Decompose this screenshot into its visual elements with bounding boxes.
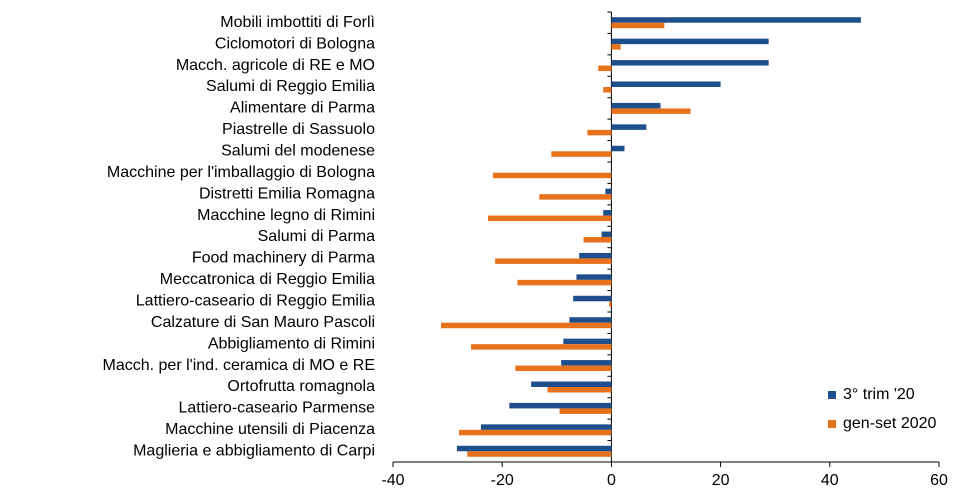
x-tick-label: 20 <box>712 472 730 489</box>
bar <box>561 360 612 366</box>
y-tick-label: Macchine per l'imballaggio di Bologna <box>107 164 375 181</box>
bar <box>611 124 647 130</box>
x-tick-label: 40 <box>821 472 839 489</box>
bar <box>587 129 612 136</box>
bar <box>609 301 612 307</box>
y-tick-label: Distretti Emilia Romagna <box>199 185 375 202</box>
bar <box>569 317 612 323</box>
bar <box>611 108 691 114</box>
x-tick-label: -20 <box>491 472 514 489</box>
y-tick-label: Ciclomotori di Bologna <box>215 35 375 52</box>
bar <box>495 258 612 264</box>
bar <box>611 44 621 50</box>
bar <box>471 344 612 350</box>
bar <box>603 87 612 93</box>
y-tick-label: Calzature di San Mauro Pascoli <box>151 314 375 331</box>
legend-swatch <box>828 391 836 399</box>
x-tick-label: -40 <box>381 472 404 489</box>
bar <box>539 194 612 200</box>
y-tick-label: Salumi di Parma <box>258 228 375 245</box>
bar <box>573 295 612 302</box>
y-tick-label: Macch. agricole di RE e MO <box>176 57 375 74</box>
bar <box>576 274 612 280</box>
y-tick-label: Salumi del modenese <box>221 143 375 160</box>
bar <box>579 252 612 259</box>
bar <box>559 408 612 414</box>
bar <box>611 102 661 109</box>
y-tick-label: Food machinery di Parma <box>192 250 375 267</box>
legend-label: gen-set 2020 <box>843 415 937 432</box>
bar <box>467 451 612 457</box>
y-tick-label: Lattiero-caseario Parmense <box>178 400 375 417</box>
bar <box>517 279 612 286</box>
bar <box>492 172 612 179</box>
bar <box>547 387 612 393</box>
x-tick-label: 0 <box>607 472 616 489</box>
bar <box>459 429 612 436</box>
bar <box>488 215 612 222</box>
y-tick-label: Salumi di Reggio Emilia <box>206 78 375 95</box>
bar <box>611 22 665 29</box>
bar <box>531 381 612 387</box>
y-tick-label: Maglieria e abbigliamento di Carpi <box>133 443 375 460</box>
bar <box>605 188 612 195</box>
bar <box>598 65 612 72</box>
y-tick-label: Piastrelle di Sassuolo <box>222 121 375 138</box>
bar <box>611 81 721 87</box>
y-tick-label: Abbigliamento di Rimini <box>208 335 375 352</box>
x-tick-label: 60 <box>930 472 948 489</box>
bar <box>480 424 612 430</box>
bar <box>563 338 612 345</box>
bar <box>583 237 612 243</box>
bar <box>611 60 769 66</box>
bar <box>601 231 612 237</box>
bar <box>441 322 612 329</box>
y-tick-label: Ortofrutta romagnola <box>227 378 375 395</box>
y-tick-label: Macch. per l'ind. ceramica di MO e RE <box>103 357 375 374</box>
bar <box>611 38 769 45</box>
y-tick-label: Alimentare di Parma <box>230 100 375 117</box>
bar <box>611 17 861 23</box>
legend-swatch <box>828 420 836 428</box>
y-tick-label: Lattiero-caseario di Reggio Emilia <box>136 293 375 310</box>
y-tick-label: Mobili imbottiti di Forlì <box>220 14 375 31</box>
bar <box>515 365 612 372</box>
y-tick-label: Meccatronica di Reggio Emilia <box>160 271 375 288</box>
bar <box>551 151 612 157</box>
bar <box>603 210 612 216</box>
legend-label: 3° trim '20 <box>843 386 915 403</box>
y-tick-label: Macchine legno di Rimini <box>197 207 375 224</box>
bar <box>456 445 612 452</box>
bar <box>509 402 612 409</box>
bar <box>611 145 625 152</box>
y-tick-label: Macchine utensili di Piacenza <box>165 421 375 438</box>
